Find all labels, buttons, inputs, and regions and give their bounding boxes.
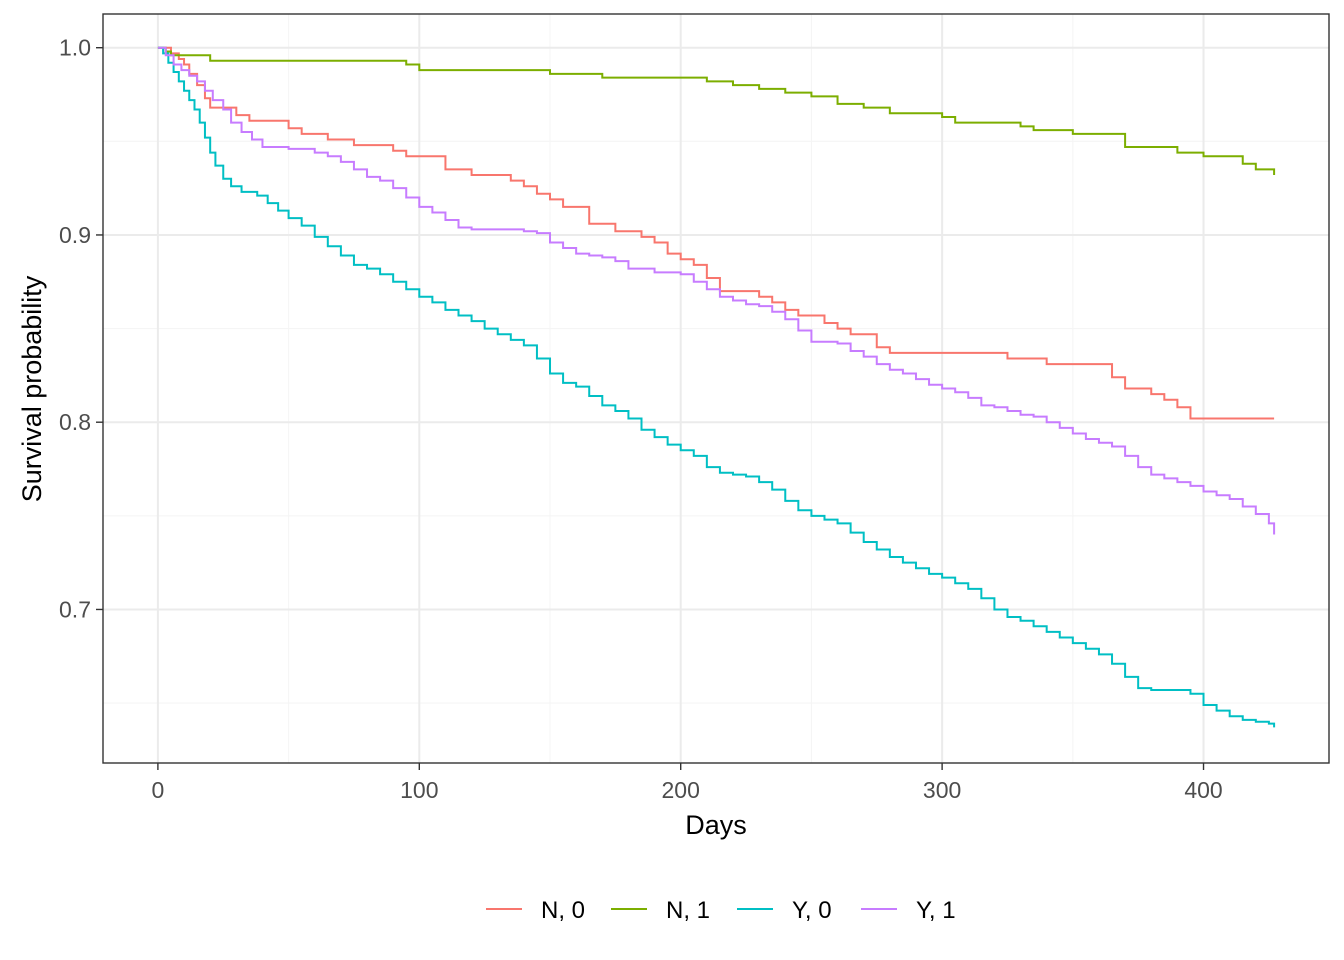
- y-tick-label: 0.8: [59, 409, 91, 435]
- series-line-2: [157, 46, 1276, 176]
- legend-label-2: N, 1: [666, 897, 710, 924]
- x-axis-ticks: 0 100 200 300 400: [151, 763, 1223, 803]
- legend-label-3: Y, 0: [792, 897, 832, 924]
- y-axis-title: Survival probability: [17, 275, 47, 502]
- survival-curves: [157, 46, 1276, 728]
- x-tick-label: 0: [151, 777, 164, 803]
- x-tick-label: 200: [662, 777, 700, 803]
- y-tick-label: 1.0: [59, 35, 91, 61]
- series-line-3: [157, 46, 1276, 728]
- legend-label-1: N, 0: [541, 897, 585, 924]
- minor-gridlines: [103, 14, 1329, 763]
- major-gridlines: [103, 14, 1329, 763]
- legend: N, 0 N, 1 Y, 0 Y, 1: [486, 897, 956, 924]
- x-tick-label: 100: [400, 777, 438, 803]
- x-tick-label: 400: [1184, 777, 1222, 803]
- y-tick-label: 0.7: [59, 596, 91, 622]
- x-axis-title: Days: [685, 810, 747, 840]
- x-tick-label: 300: [923, 777, 961, 803]
- series-line-1: [157, 46, 1275, 420]
- y-tick-label: 0.9: [59, 222, 91, 248]
- y-axis-ticks: 0.7 0.8 0.9 1.0: [59, 35, 103, 622]
- legend-label-4: Y, 1: [916, 897, 956, 924]
- series-line-4: [157, 46, 1276, 535]
- plot-panel-border: [102, 13, 1330, 764]
